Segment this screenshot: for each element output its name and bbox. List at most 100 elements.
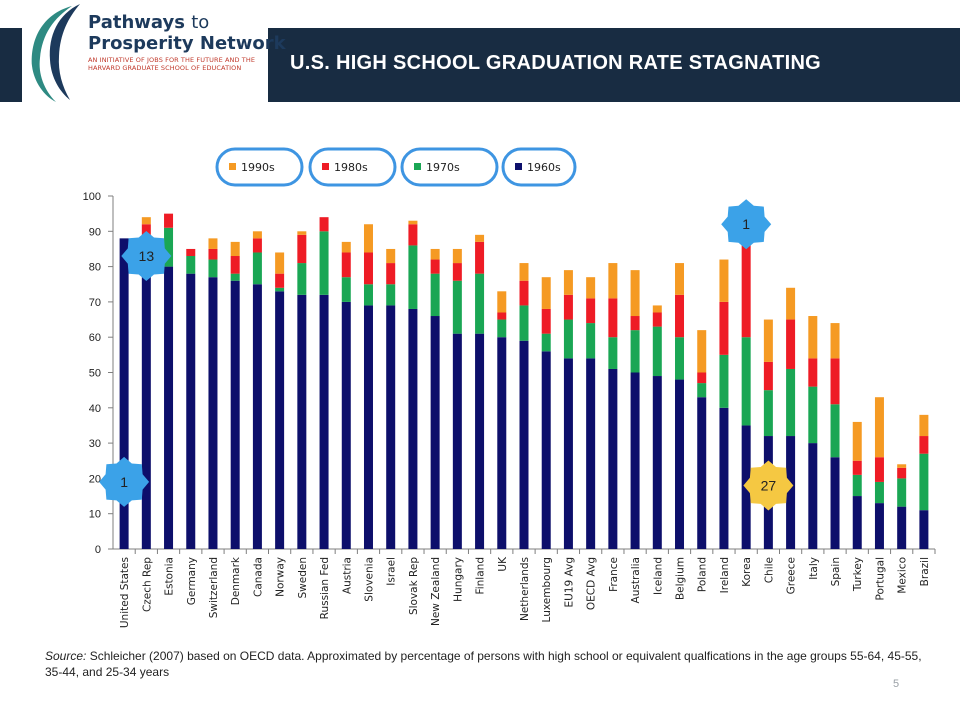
- x-category-label: UK: [497, 556, 509, 572]
- bar-1960s: [119, 238, 129, 550]
- bar-1980s: [786, 319, 796, 369]
- bar-1990s: [475, 234, 485, 242]
- bar-1970s: [186, 256, 196, 274]
- bar-1980s: [586, 298, 596, 324]
- bar-1990s: [519, 263, 529, 281]
- logo-line2: Prosperity Network: [88, 33, 286, 54]
- x-category-label: New Zealand: [430, 557, 442, 626]
- bar-1980s: [541, 308, 551, 334]
- bar-1990s: [630, 270, 640, 317]
- logo-swoosh-icon: [31, 4, 80, 102]
- page-title: U.S. HIGH SCHOOL GRADUATION RATE STAGNAT…: [290, 52, 822, 74]
- bar-1980s: [230, 256, 240, 274]
- bar-1990s: [497, 291, 507, 313]
- bar-1960s: [719, 407, 729, 549]
- x-category-label: Brazil: [919, 557, 931, 586]
- bar-1980s: [697, 372, 707, 384]
- legend-ring: [215, 147, 304, 187]
- bar-1960s: [697, 397, 707, 549]
- y-tick-label: 20: [89, 473, 101, 485]
- bar-1990s: [363, 224, 373, 253]
- x-category-label: Poland: [697, 557, 709, 592]
- bar-1980s: [452, 263, 462, 281]
- bar-1980s: [497, 312, 507, 320]
- bar-1990s: [830, 323, 840, 359]
- x-category-label: France: [608, 557, 620, 592]
- bar-1970s: [808, 386, 818, 444]
- bar-1980s: [475, 241, 485, 274]
- x-category-label: Luxembourg: [541, 557, 553, 622]
- x-category-label: Russian Fed: [319, 557, 331, 619]
- bar-1990s: [919, 414, 929, 437]
- bar-1960s: [341, 301, 351, 549]
- bar-1970s: [452, 280, 462, 334]
- y-tick-label: 80: [89, 262, 101, 274]
- bar-1970s: [652, 326, 662, 377]
- x-category-label: Switzerland: [208, 557, 220, 618]
- page-number: 5: [893, 678, 900, 690]
- x-category-label: Iceland: [652, 557, 664, 595]
- bar-1960s: [252, 284, 262, 549]
- x-category-label: Greece: [786, 557, 798, 594]
- bar-1960s: [275, 291, 285, 549]
- bar-1960s: [874, 503, 884, 549]
- bar-1970s: [852, 474, 862, 497]
- bar-1990s: [652, 305, 662, 313]
- bar-1980s: [408, 224, 418, 246]
- bar-1970s: [475, 273, 485, 334]
- bar-1980s: [852, 460, 862, 475]
- y-tick-label: 70: [89, 297, 101, 309]
- x-category-label: EU19 Avg: [563, 557, 575, 607]
- x-category-label: Belgium: [675, 557, 687, 600]
- x-category-label: United States: [119, 557, 131, 628]
- bar-1990s: [897, 464, 907, 468]
- bar-1990s: [408, 220, 418, 225]
- x-category-label: Finland: [475, 557, 487, 595]
- bar-1960s: [297, 294, 307, 549]
- bar-1970s: [430, 273, 440, 317]
- x-category-label: Korea: [741, 557, 753, 587]
- bar-1990s: [386, 248, 396, 264]
- bar-1980s: [319, 217, 329, 232]
- legend-swatch-1970s: [414, 163, 421, 170]
- bar-1970s: [519, 305, 529, 341]
- bar-1980s: [719, 301, 729, 355]
- bar-1980s: [208, 248, 218, 260]
- bar-1970s: [363, 284, 373, 306]
- bar-1960s: [363, 305, 373, 549]
- bar-1960s: [230, 280, 240, 549]
- bar-1960s: [386, 305, 396, 549]
- bar-1960s: [519, 340, 529, 549]
- bar-1960s: [452, 333, 462, 549]
- bar-1990s: [719, 259, 729, 302]
- bar-1980s: [874, 457, 884, 482]
- bar-1970s: [719, 354, 729, 408]
- bar-1960s: [652, 376, 662, 549]
- bar-1960s: [408, 308, 418, 549]
- bar-1970s: [208, 259, 218, 278]
- bar-1980s: [652, 312, 662, 327]
- x-category-label: Germany: [186, 557, 198, 605]
- y-tick-label: 0: [95, 544, 101, 556]
- x-category-label: Chile: [763, 557, 775, 583]
- bar-1980s: [608, 298, 618, 338]
- x-category-label: Turkey: [852, 557, 864, 592]
- bar-1970s: [252, 252, 262, 285]
- bar-1980s: [630, 316, 640, 331]
- x-category-label: Italy: [808, 557, 820, 580]
- bar-1990s: [541, 277, 551, 309]
- source-note: Source: Schleicher (2007) based on OECD …: [45, 648, 925, 680]
- bar-1960s: [675, 379, 685, 549]
- legend-label: 1990s: [241, 161, 275, 174]
- bar-1990s: [297, 231, 307, 235]
- x-category-label: Canada: [252, 557, 264, 597]
- bar-1970s: [741, 337, 751, 426]
- bar-1960s: [608, 368, 618, 549]
- x-category-label: Hungary: [452, 557, 464, 602]
- x-category-label: Czech Rep: [141, 557, 153, 612]
- bar-1980s: [675, 294, 685, 338]
- rank-badge-label: 27: [761, 477, 777, 493]
- rank-badge-label: 1: [742, 216, 750, 232]
- rank-badge: [721, 199, 772, 250]
- bar-1970s: [763, 390, 773, 437]
